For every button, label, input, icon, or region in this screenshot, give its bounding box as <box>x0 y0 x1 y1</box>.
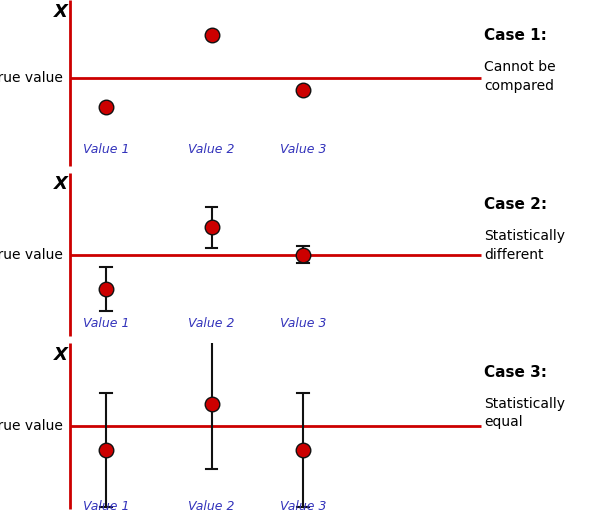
Point <box>101 284 111 293</box>
Point <box>298 446 308 455</box>
Text: Value 1: Value 1 <box>83 499 129 512</box>
Text: Value 3: Value 3 <box>280 316 326 330</box>
Text: Value 2: Value 2 <box>188 499 235 512</box>
Text: Value 2: Value 2 <box>188 316 235 330</box>
Text: Value 2: Value 2 <box>188 142 235 155</box>
Text: Value 3: Value 3 <box>280 499 326 512</box>
Text: Cannot be
compared: Cannot be compared <box>484 60 556 93</box>
Text: true value: true value <box>0 248 63 262</box>
Point <box>101 103 111 111</box>
Text: Case 3:: Case 3: <box>484 365 547 380</box>
Point <box>207 30 217 39</box>
Point <box>207 399 217 408</box>
Text: true value: true value <box>0 71 63 85</box>
Text: Case 2:: Case 2: <box>484 197 547 212</box>
Text: X: X <box>54 346 68 364</box>
Text: Value 3: Value 3 <box>280 142 326 155</box>
Point <box>207 223 217 232</box>
Text: Statistically
equal: Statistically equal <box>484 397 565 429</box>
Point <box>298 86 308 94</box>
Text: X: X <box>54 175 68 194</box>
Text: Statistically
different: Statistically different <box>484 229 565 262</box>
Point <box>298 250 308 259</box>
Point <box>101 446 111 455</box>
Text: Value 1: Value 1 <box>83 142 129 155</box>
Text: true value: true value <box>0 419 63 433</box>
Text: Value 1: Value 1 <box>83 316 129 330</box>
Text: Case 1:: Case 1: <box>484 28 547 43</box>
Text: X: X <box>54 3 68 21</box>
